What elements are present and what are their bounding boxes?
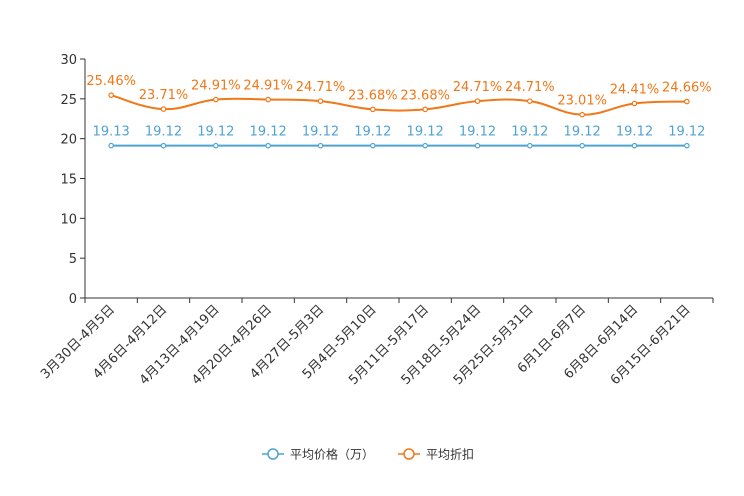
data-label: 19.12 xyxy=(250,125,287,140)
y-tick-label: 5 xyxy=(69,252,77,267)
chart-series: 19.13 19.12 19.12 19.12 19.12 19.12 19.12 19.12… xyxy=(86,74,712,149)
data-point[interactable] xyxy=(370,106,376,113)
y-tick-label: 20 xyxy=(60,133,77,148)
data-point[interactable] xyxy=(370,142,376,149)
data-label: 24.71% xyxy=(505,80,555,95)
data-point[interactable] xyxy=(474,142,481,149)
data-point[interactable] xyxy=(108,92,114,98)
data-point[interactable] xyxy=(527,98,533,104)
series-line xyxy=(110,94,687,116)
data-label: 23.68% xyxy=(348,88,398,103)
y-tick-label: 10 xyxy=(60,212,77,227)
data-label: 19.12 xyxy=(197,125,234,140)
data-label: 24.91% xyxy=(191,79,241,94)
data-point[interactable] xyxy=(317,98,324,104)
data-label: 24.66% xyxy=(662,81,712,96)
data-label: 25.46% xyxy=(86,74,136,89)
legend-marker-icon xyxy=(403,448,415,460)
series-2: 25.46%23.71%24.91% 24.91% 24.71%23.68% 23.6… xyxy=(86,74,712,118)
legend-item-1[interactable]: 平均价格（万） xyxy=(262,447,374,462)
data-label: 24.41% xyxy=(610,83,660,98)
y-tick-label: 15 xyxy=(60,173,77,188)
data-point[interactable] xyxy=(684,98,690,105)
y-tick-label: 25 xyxy=(60,93,77,108)
data-label: 19.13 xyxy=(93,125,130,140)
data-label: 19.12 xyxy=(459,125,496,140)
data-point[interactable] xyxy=(474,98,481,104)
data-label: 23.68% xyxy=(400,88,450,103)
y-tick-label: 0 xyxy=(69,292,77,307)
data-point[interactable] xyxy=(579,142,585,149)
chart-legend[interactable]: 平均价格（万） 平均折扣 xyxy=(262,447,474,462)
data-label: 19.12 xyxy=(668,125,705,140)
data-point[interactable] xyxy=(527,142,533,149)
data-point[interactable] xyxy=(684,142,690,149)
data-label: 19.12 xyxy=(616,125,653,140)
y-tick-label: 30 xyxy=(60,53,77,68)
data-point[interactable] xyxy=(108,142,114,149)
data-label: 19.12 xyxy=(354,125,391,140)
data-label: 24.91% xyxy=(243,79,293,94)
data-point[interactable] xyxy=(213,96,219,103)
legend-marker-icon xyxy=(267,448,279,460)
data-point[interactable] xyxy=(422,142,428,149)
data-label: 19.12 xyxy=(302,125,339,140)
data-label: 19.12 xyxy=(407,125,444,140)
data-point[interactable] xyxy=(317,142,324,149)
series-1: 19.13 19.12 19.12 19.12 19.12 19.12 19.12 19.12… xyxy=(93,125,705,149)
data-label: 24.71% xyxy=(453,80,503,95)
data-point[interactable] xyxy=(579,111,585,118)
data-point[interactable] xyxy=(631,142,638,149)
data-point[interactable] xyxy=(160,106,167,112)
data-point[interactable] xyxy=(160,142,167,149)
data-point[interactable] xyxy=(265,96,271,103)
data-label: 24.71% xyxy=(296,80,346,95)
data-label: 19.12 xyxy=(145,125,182,140)
data-label: 19.12 xyxy=(564,125,601,140)
data-label: 23.01% xyxy=(557,94,607,109)
data-point[interactable] xyxy=(631,100,638,107)
data-label: 19.12 xyxy=(511,125,548,140)
legend-label: 平均价格（万） xyxy=(290,447,374,462)
legend-item-2[interactable]: 平均折扣 xyxy=(398,447,474,462)
data-label: 23.71% xyxy=(139,88,189,103)
data-point[interactable] xyxy=(213,142,219,149)
data-point[interactable] xyxy=(265,142,271,149)
data-point[interactable] xyxy=(422,106,428,113)
legend-label: 平均折扣 xyxy=(426,447,474,462)
